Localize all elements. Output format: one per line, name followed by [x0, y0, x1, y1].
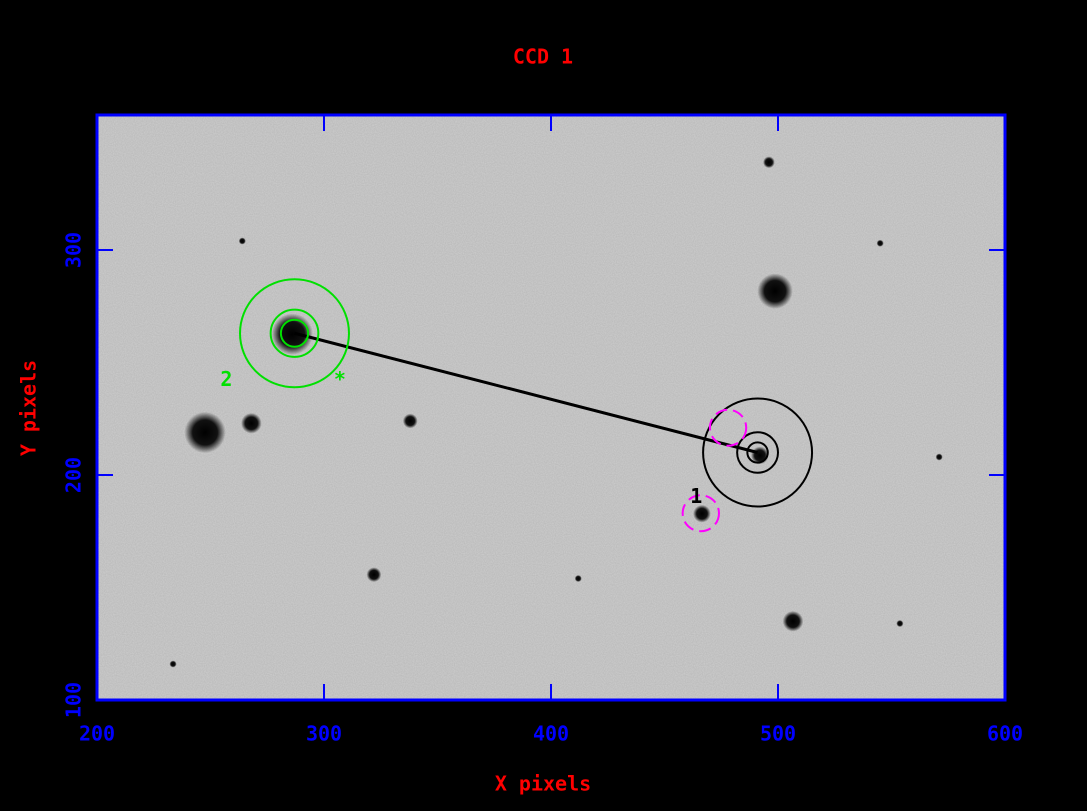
y-tick-label: 200 — [62, 457, 86, 493]
star — [239, 237, 246, 244]
star — [763, 156, 775, 168]
star — [877, 240, 884, 247]
star — [367, 567, 382, 582]
y-axis-label: Y pixels — [17, 360, 41, 456]
star — [757, 273, 792, 308]
star — [403, 414, 418, 429]
star — [184, 412, 225, 453]
star — [936, 453, 943, 460]
annotation: 1 — [690, 484, 702, 508]
page: {"chart_data": {"type": "image", "title"… — [0, 0, 1087, 811]
image-noise — [97, 115, 1005, 700]
star — [170, 660, 177, 667]
x-axis-label: X pixels — [495, 772, 591, 796]
y-tick-label: 100 — [62, 682, 86, 718]
x-tick-label: 400 — [533, 722, 569, 746]
star — [575, 575, 582, 582]
x-tick-label: 300 — [306, 722, 342, 746]
y-tick-label: 300 — [62, 232, 86, 268]
chart-title: CCD 1 — [513, 45, 573, 69]
star — [896, 620, 903, 627]
annotation: 2 — [220, 367, 232, 391]
x-tick-label: 200 — [79, 722, 115, 746]
annotation: * — [334, 367, 346, 391]
x-tick-label: 500 — [760, 722, 796, 746]
x-tick-label: 600 — [987, 722, 1023, 746]
chart: CCD 1 X pixels Y pixels 2 * 1 200 300 400 500 6… — [0, 0, 1087, 811]
star — [241, 413, 262, 434]
star — [783, 611, 804, 632]
